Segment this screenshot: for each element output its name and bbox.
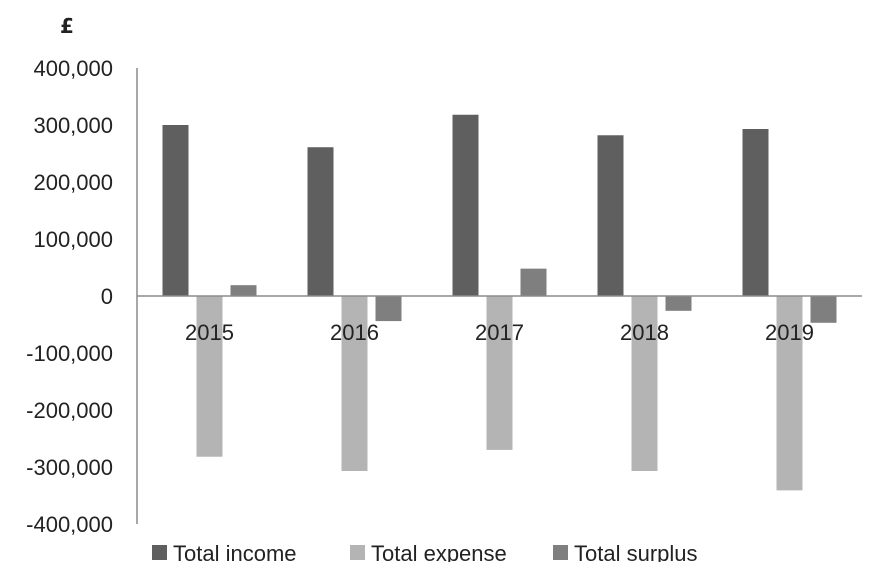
x-tick-label: 2018 <box>620 320 669 345</box>
legend-swatch <box>553 545 568 560</box>
legend-swatch <box>350 545 365 560</box>
y-tick-label: -400,000 <box>26 512 113 537</box>
bar-total-surplus-2016 <box>375 296 402 322</box>
bar-total-surplus-2019 <box>810 296 837 323</box>
y-tick-label: 0 <box>101 284 113 309</box>
y-tick-label: 400,000 <box>33 56 113 81</box>
legend: Total income Total expense Total surplus <box>152 541 698 562</box>
bar-total-income-2019 <box>742 128 769 296</box>
bar-total-expense-2016 <box>341 296 368 471</box>
legend-swatch <box>152 545 167 560</box>
y-unit-label: £ <box>60 14 74 38</box>
x-tick-label: 2016 <box>330 320 379 345</box>
y-tick-label: 200,000 <box>33 170 113 195</box>
bars <box>162 114 837 491</box>
y-tick-label: 100,000 <box>33 227 113 252</box>
bar-total-income-2016 <box>307 147 334 296</box>
y-tick-label: -200,000 <box>26 398 113 423</box>
bar-total-expense-2019 <box>776 296 803 491</box>
y-axis: 400,000 300,000 200,000 100,000 0 -100,000 -20… <box>26 56 138 537</box>
x-tick-label: 2015 <box>185 320 234 345</box>
y-tick-label: -300,000 <box>26 455 113 480</box>
bar-total-expense-2017 <box>486 296 513 450</box>
bar-total-income-2017 <box>452 114 479 297</box>
bar-total-surplus-2015 <box>230 285 257 296</box>
x-tick-label: 2017 <box>475 320 524 345</box>
bar-total-expense-2018 <box>631 296 658 471</box>
legend-label: Total income <box>173 541 297 562</box>
x-axis: 2015 2016 2017 2018 2019 <box>137 295 862 345</box>
bar-total-income-2018 <box>597 135 624 296</box>
legend-label: Total expense <box>371 541 507 562</box>
bar-total-expense-2015 <box>196 296 223 457</box>
legend-label: Total surplus <box>574 541 698 562</box>
bar-total-income-2015 <box>162 125 189 296</box>
x-tick-label: 2019 <box>765 320 814 345</box>
bar-total-surplus-2018 <box>665 296 692 311</box>
y-tick-label: 300,000 <box>33 113 113 138</box>
y-tick-label: -100,000 <box>26 341 113 366</box>
bar-total-surplus-2017 <box>520 268 547 296</box>
